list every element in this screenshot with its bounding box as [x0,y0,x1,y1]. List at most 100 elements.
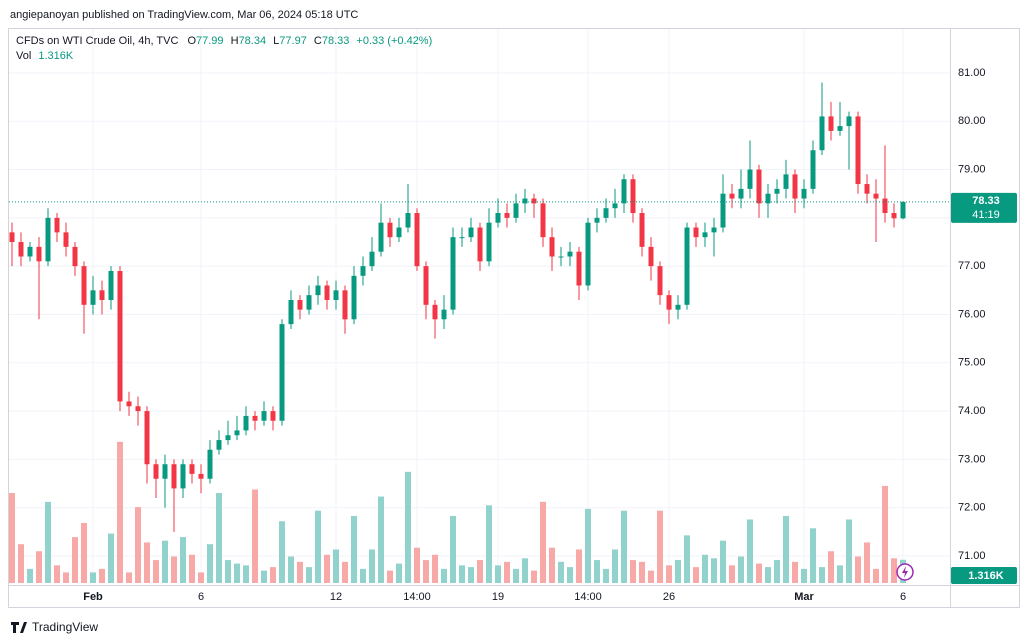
candle-body [756,169,762,204]
volume-bar [459,565,465,583]
volume-bar [351,515,357,583]
volume-bar [495,565,501,583]
candle-body [45,217,51,262]
volume-bar [297,561,303,583]
candle-body [801,188,807,199]
candle-body [612,203,618,209]
y-tick-label: 77.00 [958,260,986,272]
candle-body [603,208,609,218]
volume-bar [342,561,348,583]
volume-bar [621,510,627,583]
volume-bar [108,533,114,583]
volume-bar [396,563,402,583]
candle-body [459,237,465,239]
candle-body [360,266,366,276]
volume-bar [783,515,789,583]
candle-body [747,169,753,189]
volume-bar [306,567,312,583]
volume-bar [594,560,600,583]
volume-bar [801,568,807,583]
y-tick-label: 75.00 [958,357,986,369]
candle-body [63,232,69,247]
candle-body [108,270,114,300]
volume-bar [630,560,636,583]
volume-bar [792,561,798,583]
y-tick-label: 71.00 [958,550,986,562]
candle-body [18,242,24,257]
candle-body [135,406,141,412]
candle-body [234,430,240,436]
x-tick-label: 14:00 [403,591,431,603]
candle-body [72,246,78,267]
volume-bar [612,549,618,583]
volume-bar [207,544,213,583]
volume-bar [180,537,186,583]
candle-body [549,237,555,257]
volume-bar [423,560,429,583]
volume-bar [189,554,195,583]
candle-body [324,285,330,300]
candle-body [297,299,303,310]
volume-bar [153,560,159,583]
legend-key: C [314,35,322,47]
candle-body [576,251,582,286]
x-tick-label: 6 [198,591,204,603]
alert-icon[interactable] [896,563,914,581]
x-tick-label: 26 [663,591,675,603]
candle-body [531,198,537,204]
countdown-label: 41:19 [972,209,1000,221]
volume-bar [756,563,762,583]
candle-body [585,222,591,286]
candle-body [594,217,600,223]
candle-body [675,304,681,310]
candle-body [828,116,834,131]
candle-body [198,473,204,479]
volume-bar [468,567,474,583]
volume-bar [72,537,78,583]
brand: TradingView [11,620,98,634]
volume-bar [549,547,555,583]
alert-bolt[interactable] [902,566,908,578]
volume-bar [225,560,231,583]
candle-body [522,198,528,204]
candle-body [423,266,429,305]
candle-body [243,415,249,431]
volume-bar [711,558,717,583]
candle-body [144,411,150,465]
axes: 71.0072.0073.0074.0075.0076.0077.0078.00… [9,67,1017,603]
volume-bar [702,554,708,583]
candle-body [702,232,708,238]
volume-bar [90,572,96,583]
volume-bar [432,554,438,583]
volume-bar [27,568,33,583]
candle-body [495,213,501,223]
volume-bar [81,523,87,583]
candle-body [468,227,474,238]
volume-bar [882,485,888,583]
legend-close: 78.33 [322,35,350,47]
candle-body [900,201,906,219]
candle-body [477,227,483,262]
volume-bar [171,556,177,583]
volume-bar [774,560,780,583]
volume-bar [585,508,591,583]
volume-bar [477,560,483,583]
candle-body [567,251,573,257]
volume-bar [567,567,573,583]
volume-bar [243,565,249,583]
volume-bar [648,570,654,583]
candle-body [765,193,771,204]
volume-bar [693,567,699,583]
volume-bar [810,528,816,583]
candle-body [405,213,411,228]
volume-title: Vol [16,50,31,62]
volume-bar [684,535,690,583]
volume-bar [837,565,843,583]
y-tick-label: 73.00 [958,453,986,465]
last-price-box [951,192,1017,223]
legend-low: 77.97 [279,35,307,47]
candle-body [486,222,492,262]
candle-body [225,435,231,441]
